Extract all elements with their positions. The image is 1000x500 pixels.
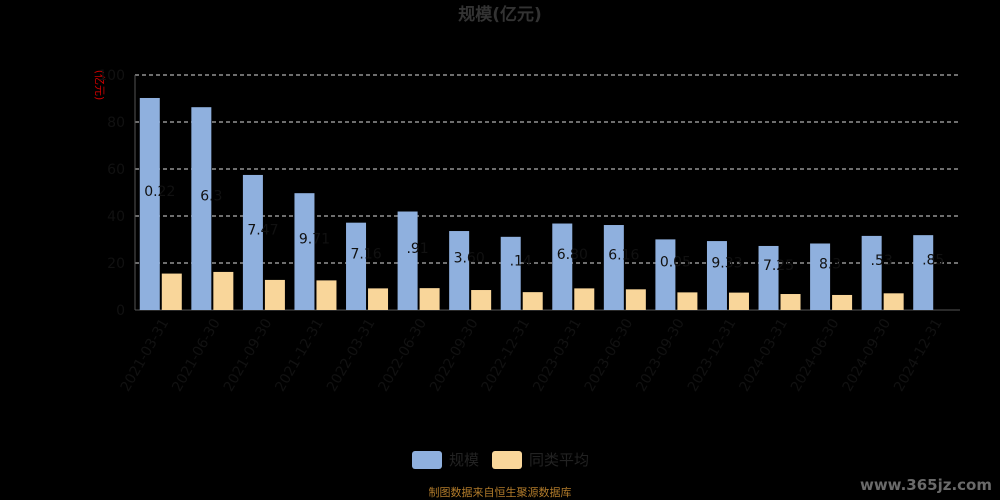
y-tick-label: 60 <box>107 162 125 178</box>
legend-label: 规模 <box>449 451 479 469</box>
bar-guimo <box>139 97 160 310</box>
bar-tonglei <box>316 280 337 310</box>
bar-tonglei <box>780 294 801 310</box>
x-tick-label: 2022-03-31 <box>324 316 379 394</box>
bar-tonglei <box>471 290 492 310</box>
x-tick-label: 2022-06-30 <box>376 316 431 394</box>
x-tick-label: 2021-09-30 <box>221 316 276 394</box>
x-tick-label: 2022-12-31 <box>479 316 534 394</box>
x-tick-label: 2023-12-31 <box>685 316 740 394</box>
y-tick-label: 0 <box>116 303 125 319</box>
bar-guimo <box>655 239 676 310</box>
chart-title: 规模(亿元) <box>458 4 542 25</box>
data-label: 9.33 <box>711 256 742 272</box>
x-tick-label: 2024-09-30 <box>840 316 895 394</box>
bar-guimo <box>861 235 882 310</box>
bar-guimo <box>706 241 727 310</box>
bar-guimo <box>913 235 934 310</box>
data-label: 7.47 <box>247 222 278 238</box>
data-label: 8.3 <box>819 257 841 273</box>
bar-guimo <box>294 193 315 310</box>
bar-guimo <box>758 245 779 310</box>
bar-tonglei <box>832 294 853 310</box>
data-label: .14 <box>510 253 532 269</box>
y-tick-label: 80 <box>107 115 125 131</box>
data-label: .85 <box>922 253 944 269</box>
x-tick-label: 2021-06-30 <box>169 316 224 394</box>
bar-tonglei <box>728 292 749 310</box>
bar-tonglei <box>264 279 285 310</box>
bar-guimo <box>810 243 831 310</box>
bar-guimo <box>552 223 573 310</box>
bar-tonglei <box>368 288 389 310</box>
data-label: 9.71 <box>299 232 330 248</box>
source-note: 制图数据来自恒生聚源数据库 <box>429 485 572 499</box>
data-label: 6.80 <box>557 247 588 263</box>
bar-tonglei <box>625 289 646 310</box>
data-label: 0.22 <box>144 184 175 200</box>
data-label: 0.05 <box>660 255 691 271</box>
x-tick-label: 2021-12-31 <box>272 316 327 394</box>
bar-guimo <box>500 236 521 310</box>
data-label: .91 <box>406 241 428 257</box>
data-label: 7.25 <box>763 258 794 274</box>
y-tick-label: 40 <box>107 209 125 225</box>
bar-tonglei <box>419 288 440 310</box>
x-tick-label: 2022-09-30 <box>427 316 482 394</box>
watermark: www.365jz.com <box>860 476 992 494</box>
bar-tonglei <box>883 293 904 310</box>
x-tick-label: 2023-09-30 <box>633 316 688 394</box>
y-tick-label: 20 <box>107 256 125 272</box>
x-tick-label: 2024-03-31 <box>736 316 791 394</box>
bar-guimo <box>191 107 212 310</box>
data-label: 3.60 <box>454 251 485 267</box>
bar-tonglei <box>213 271 234 310</box>
bar-guimo <box>397 211 418 310</box>
bar-guimo <box>449 231 470 310</box>
data-label: 6.3 <box>200 189 222 205</box>
y-tick-label: 100 <box>98 68 125 84</box>
legend-swatch-guimo <box>412 451 442 469</box>
bar-tonglei <box>161 273 182 310</box>
x-tick-label: 2021-03-31 <box>118 316 173 394</box>
x-tick-label: 2024-06-30 <box>788 316 843 394</box>
x-tick-label: 2023-03-31 <box>530 316 585 394</box>
legend-label: 同类平均 <box>529 451 589 469</box>
y-axis-label: (亿元) <box>93 70 106 101</box>
bar-guimo <box>346 222 367 310</box>
bar-tonglei <box>574 288 595 310</box>
bar-tonglei <box>677 292 698 310</box>
legend-swatch-tonglei <box>492 451 522 469</box>
x-tick-label: 2023-06-30 <box>582 316 637 394</box>
bar-tonglei <box>522 292 543 310</box>
data-label: 7.16 <box>350 246 381 262</box>
x-tick-label: 2024-12-31 <box>891 316 946 394</box>
data-label: .53 <box>871 253 893 269</box>
bar-guimo <box>603 225 624 310</box>
data-label: 6.16 <box>608 248 639 264</box>
bar-guimo <box>242 174 263 310</box>
